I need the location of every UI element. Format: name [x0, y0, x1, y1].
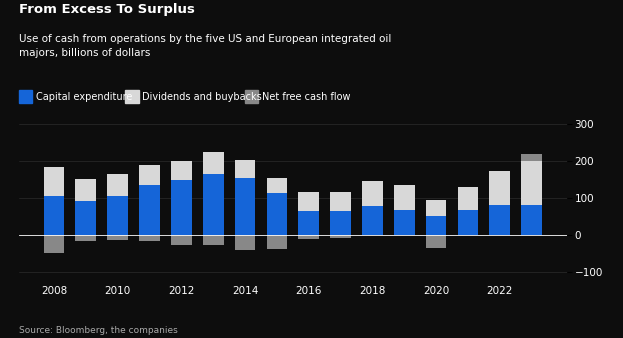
Bar: [521, 205, 542, 235]
Bar: [458, 187, 478, 210]
Bar: [203, 235, 224, 245]
Bar: [139, 185, 160, 235]
Bar: [521, 161, 542, 205]
Bar: [75, 201, 96, 235]
Bar: [394, 210, 415, 235]
Bar: [394, 233, 415, 235]
Bar: [203, 152, 224, 174]
Text: Net free cash flow: Net free cash flow: [262, 92, 350, 102]
Bar: [362, 206, 383, 235]
Bar: [44, 167, 64, 196]
Bar: [521, 154, 542, 235]
Bar: [330, 211, 351, 235]
Bar: [171, 161, 192, 180]
Bar: [267, 178, 287, 193]
Bar: [75, 179, 96, 201]
Bar: [107, 196, 128, 235]
Bar: [139, 235, 160, 241]
Bar: [107, 174, 128, 196]
Bar: [171, 180, 192, 235]
Bar: [458, 210, 478, 235]
Bar: [490, 177, 510, 235]
Bar: [298, 192, 319, 211]
Bar: [298, 211, 319, 235]
Bar: [107, 235, 128, 240]
Bar: [426, 216, 447, 235]
Bar: [426, 200, 447, 216]
Bar: [267, 235, 287, 249]
Text: Capital expenditure: Capital expenditure: [36, 92, 132, 102]
Bar: [267, 193, 287, 235]
Text: Dividends and buybacks: Dividends and buybacks: [142, 92, 262, 102]
Text: Use of cash from operations by the five US and European integrated oil
majors, b: Use of cash from operations by the five …: [19, 34, 391, 58]
Bar: [330, 192, 351, 211]
Bar: [362, 225, 383, 235]
Bar: [171, 235, 192, 245]
Bar: [235, 160, 255, 177]
Bar: [75, 235, 96, 241]
Bar: [362, 181, 383, 206]
Text: Source: Bloomberg, the companies: Source: Bloomberg, the companies: [19, 325, 178, 335]
Text: From Excess To Surplus: From Excess To Surplus: [19, 3, 194, 16]
Bar: [490, 171, 510, 204]
Bar: [426, 235, 447, 248]
Bar: [203, 174, 224, 235]
Bar: [490, 204, 510, 235]
Bar: [298, 235, 319, 239]
Bar: [139, 165, 160, 185]
Bar: [44, 235, 64, 253]
Bar: [458, 215, 478, 235]
Bar: [394, 185, 415, 210]
Bar: [235, 235, 255, 250]
Bar: [235, 177, 255, 235]
Bar: [44, 196, 64, 235]
Bar: [330, 235, 351, 238]
